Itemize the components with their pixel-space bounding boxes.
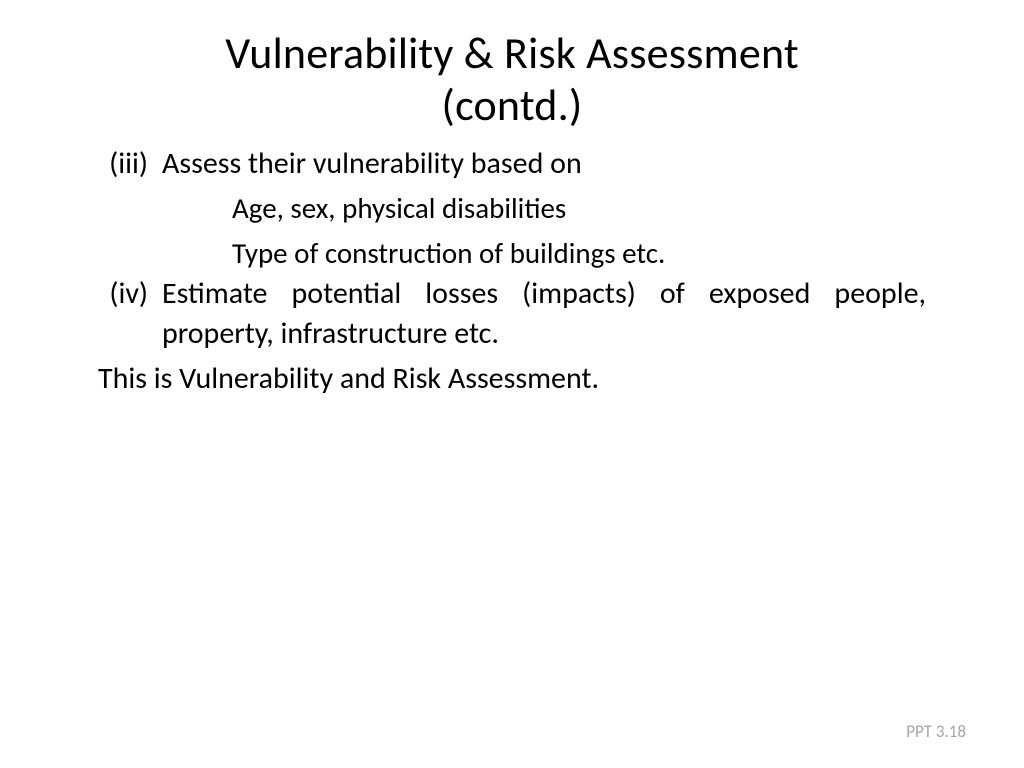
slide-footer: PPT 3.18 [906,721,966,742]
slide: Vulnerability & Risk Assessment (contd.)… [0,0,1024,768]
list-item: (iii) Assess their vulnerability based o… [98,144,926,184]
slide-title: Vulnerability & Risk Assessment (contd.) [0,0,1024,132]
title-line-1: Vulnerability & Risk Assessment [225,26,799,80]
list-text: Assess their vulnerability based on [162,144,926,184]
slide-body: (iii) Assess their vulnerability based o… [0,132,1024,399]
list-number: (iii) [98,144,162,184]
title-line-2: (contd.) [442,78,583,132]
list-subitem: Age, sex, physical disabilities [232,189,926,227]
list-number: (iv) [98,274,162,353]
conclusion-text: This is Vulnerability and Risk Assessmen… [98,359,926,399]
list-text: Estimate potential losses (impacts) of e… [162,274,926,353]
list-subitem: Type of construction of buildings etc. [232,234,926,272]
list-item: (iv) Estimate potential losses (impacts)… [98,274,926,353]
